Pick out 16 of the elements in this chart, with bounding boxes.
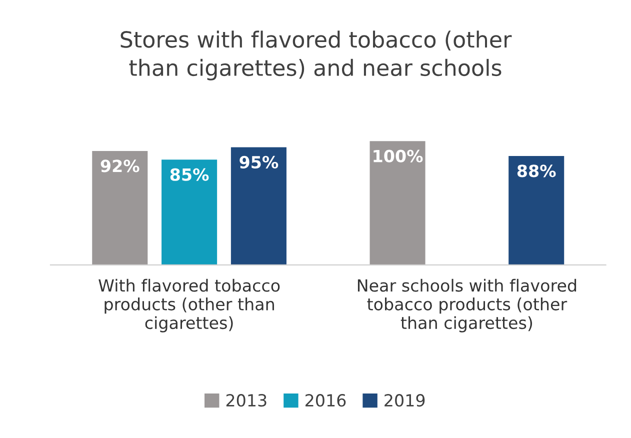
chart-title: Stores with flavored tobacco (other than cigarettes) and near schools — [120, 30, 512, 80]
data-label: 95% — [240, 156, 278, 169]
bar — [230, 147, 286, 265]
legend-label: 2016 — [306, 394, 346, 407]
legend-label: 2013 — [226, 394, 266, 407]
data-label: 92% — [100, 160, 140, 172]
legend-label: 2019 — [384, 394, 425, 407]
data-label: 88% — [517, 164, 556, 178]
bar — [508, 156, 564, 265]
bar — [370, 141, 426, 265]
x-tick-label: Near schools with flavored tobacco products (other than cigarettes) — [358, 278, 576, 332]
data-label: 85% — [170, 168, 209, 181]
x-tick-label: With flavored tobacco products (other than cigarettes) — [98, 278, 280, 332]
bar — [162, 160, 218, 265]
bar — [92, 151, 148, 265]
data-label: 100% — [374, 150, 423, 162]
